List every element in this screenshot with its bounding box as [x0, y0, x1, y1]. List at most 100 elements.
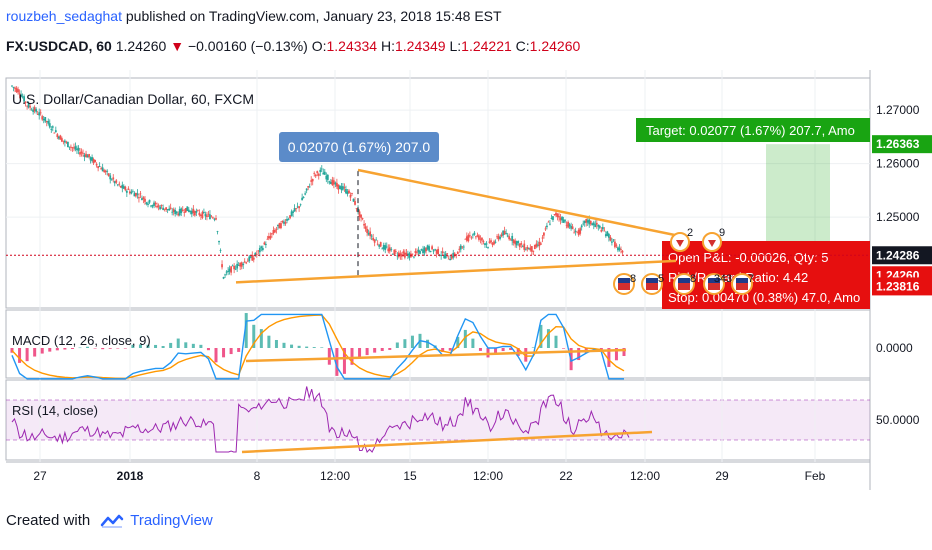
candle-body	[184, 208, 187, 213]
candle-body	[573, 232, 576, 234]
macd-histogram-bar	[33, 348, 37, 357]
measure-label-box[interactable]	[279, 132, 439, 162]
trendlines[interactable]: 0.02070 (1.67%) 207.0	[235, 132, 677, 284]
candle-body	[615, 244, 618, 246]
maple-leaf-icon	[708, 240, 716, 247]
candle-body	[35, 109, 38, 112]
chart-labels: U.S. Dollar/Canadian Dollar, 60, FXCM MAC…	[6, 91, 870, 418]
candle-body	[290, 211, 293, 216]
lower-trendline[interactable]	[235, 259, 677, 284]
candle-body	[505, 233, 508, 234]
candle-body	[432, 250, 435, 252]
candle-body	[490, 240, 492, 243]
candle-body	[242, 263, 245, 266]
candle-body	[124, 186, 127, 191]
candle-body	[597, 224, 600, 227]
candle-body	[261, 248, 264, 251]
candle-body	[514, 240, 517, 245]
candle-body	[128, 191, 131, 194]
position-tool[interactable]: Target: 0.02077 (1.67%) 207.7, Amo Open P…	[636, 118, 870, 309]
candle-body	[236, 263, 239, 269]
candle-body	[286, 218, 288, 221]
candle-body	[11, 85, 13, 87]
symbol-name[interactable]: FX:USDCAD, 60	[6, 38, 112, 54]
event-marker-2-flag	[678, 283, 690, 290]
candle-body	[255, 253, 258, 255]
candle-body	[571, 226, 574, 229]
pl-label-box[interactable]	[662, 241, 870, 309]
candle-body	[307, 186, 310, 188]
candle-body	[431, 246, 433, 250]
candle-body	[473, 232, 476, 235]
candle-body	[470, 237, 473, 239]
candle-body	[375, 239, 378, 241]
candle-body	[317, 173, 320, 176]
candle-body	[547, 221, 550, 223]
macd-histogram-bar	[101, 348, 105, 350]
candle-body	[503, 231, 506, 235]
candle-body	[17, 89, 19, 93]
rsi-trendline[interactable]	[241, 430, 653, 454]
footer: Created with TradingView	[6, 512, 213, 529]
candle-body	[73, 147, 75, 149]
candle-body	[239, 262, 242, 267]
candle-body	[20, 94, 22, 97]
target-label-box[interactable]	[636, 118, 870, 142]
stop-price-badge: 1.23816	[876, 279, 920, 293]
candle-body	[512, 239, 515, 244]
chart-canvas[interactable]: Target: 0.02077 (1.67%) 207.7, Amo Open P…	[0, 70, 932, 490]
candle-body	[292, 211, 294, 213]
candle-body	[190, 210, 193, 215]
macd-histogram-bar	[40, 348, 44, 354]
candle-body	[278, 223, 281, 229]
candle-body	[83, 154, 86, 157]
candle-body	[337, 184, 340, 190]
event-markers[interactable]: 8 5 8 343 7 2 9	[613, 227, 754, 295]
candle-body	[506, 235, 509, 237]
candle-body	[218, 240, 220, 243]
candle-body	[201, 211, 204, 218]
macd-trendline[interactable]	[245, 348, 627, 363]
candle-body	[428, 246, 430, 251]
candle-body	[527, 248, 530, 250]
candle-body	[70, 146, 72, 148]
price-change: −0.00160 (−0.13%)	[187, 38, 308, 54]
candle-body	[425, 248, 427, 252]
candle-body	[24, 101, 27, 104]
x-tick-label: 12:00	[473, 469, 503, 483]
candle-body	[325, 175, 328, 180]
candle-body	[523, 243, 526, 250]
event-marker-1-flag	[646, 283, 658, 290]
candle-body	[577, 229, 580, 235]
candle-body	[199, 215, 202, 217]
candle-body	[246, 260, 249, 262]
rsi-tick-label: 50.0000	[876, 413, 920, 427]
candle-body	[543, 232, 545, 236]
candle-body	[103, 170, 106, 172]
macd-tick-label: 0.0000	[876, 341, 913, 355]
macd-histogram-bar	[305, 346, 309, 348]
upper-trendline[interactable]	[357, 168, 677, 237]
author-link[interactable]: rouzbeh_sedaghat	[6, 8, 122, 24]
candle-body	[275, 228, 278, 230]
measure-label: 0.02070 (1.67%) 207.0	[288, 139, 431, 155]
macd-histogram-bar	[18, 348, 22, 363]
candle-body	[51, 126, 54, 128]
macd-histogram-bar	[320, 347, 324, 348]
high-label: H:	[380, 38, 395, 54]
candle-body	[209, 214, 211, 220]
candle-body	[379, 242, 382, 247]
candle-body	[29, 106, 32, 108]
candle-body	[186, 206, 189, 211]
candle-body	[343, 187, 346, 189]
target-zone[interactable]	[766, 144, 830, 246]
candle-body	[447, 258, 450, 260]
candle-body	[193, 210, 196, 216]
tradingview-brand[interactable]: TradingView	[130, 512, 213, 529]
candle-body	[163, 208, 166, 210]
candle-body	[446, 253, 449, 254]
macd-histogram-bar	[131, 344, 135, 348]
candle-body	[77, 147, 80, 151]
candle-body	[568, 224, 571, 227]
candle-body	[388, 247, 391, 252]
